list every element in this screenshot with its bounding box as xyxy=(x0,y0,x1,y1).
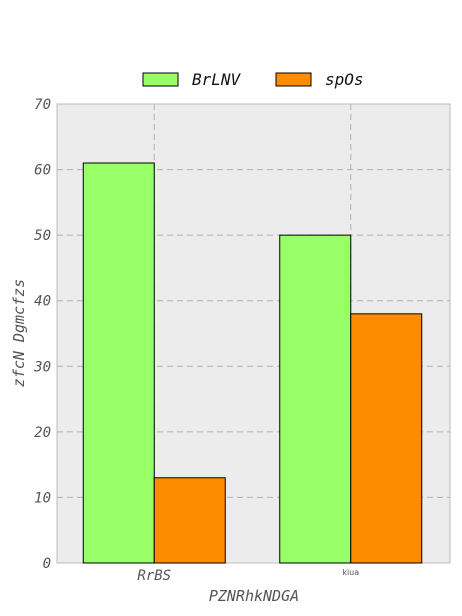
y-tick-label: 40 xyxy=(34,294,51,310)
legend: BrLNV spOs xyxy=(142,70,364,89)
bar-BrLNV-kiua xyxy=(279,234,352,564)
legend-swatch-series-2 xyxy=(275,72,312,87)
legend-swatch-series-1 xyxy=(142,72,179,87)
y-tick-label: 0 xyxy=(43,556,51,572)
bar-BrLNV-RrBS xyxy=(82,162,155,564)
bars xyxy=(82,162,423,564)
legend-label-series-2: spOs xyxy=(325,70,364,89)
bar-spOs-kiua xyxy=(350,313,423,564)
y-tick-label: 30 xyxy=(33,359,51,375)
y-tick-label: 50 xyxy=(34,228,51,244)
y-axis-ticks: 0 10 20 30 40 50 60 70 xyxy=(33,97,51,572)
x-tick-label: kiua xyxy=(342,568,359,577)
bar-spOs-RrBS xyxy=(153,477,226,564)
x-tick-label: RrBS xyxy=(137,568,171,584)
legend-label-series-1: BrLNV xyxy=(192,70,242,89)
y-tick-label: 60 xyxy=(34,163,51,179)
y-axis-title: zfcN Dgmcfzs xyxy=(10,279,28,387)
x-axis-title: PZNRhkNDGA xyxy=(209,587,299,605)
y-tick-label: 10 xyxy=(34,490,51,506)
x-axis-ticks: RrBS kiua xyxy=(137,568,359,584)
y-tick-label: 20 xyxy=(34,425,51,441)
y-tick-label: 70 xyxy=(34,97,51,113)
